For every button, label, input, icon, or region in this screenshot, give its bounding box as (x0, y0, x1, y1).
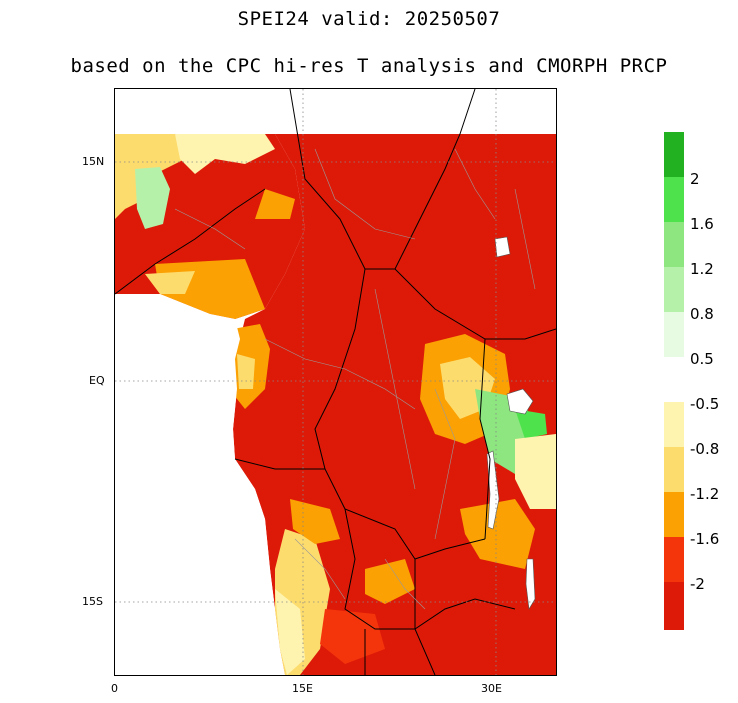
lat-label-15n: 15N (82, 155, 105, 168)
gulf-of-guinea (115, 294, 285, 675)
zambia-severe (365, 559, 415, 604)
legend-swatch (664, 582, 684, 630)
gulf-coast-moderate (145, 271, 195, 294)
legend-label: -1.2 (690, 485, 720, 503)
legend-swatch (664, 132, 684, 177)
uganda-wet (515, 409, 547, 439)
legend-label: 0.8 (690, 305, 714, 323)
legend-label: 1.6 (690, 215, 714, 233)
lat-label-15s: 15S (82, 595, 103, 608)
map-canvas (115, 89, 556, 675)
sahel-wet (135, 167, 170, 229)
spei-field (115, 134, 556, 675)
graticule (115, 89, 556, 675)
legend-label: 1.2 (690, 260, 714, 278)
lake-malawi (525, 558, 536, 610)
legend-label: -2 (690, 575, 705, 593)
lat-label-eq: EQ (89, 374, 105, 387)
legend-swatch (664, 402, 684, 447)
kenya-mild (515, 434, 556, 509)
map-subtitle: based on the CPC hi-res T analysis and C… (70, 55, 668, 77)
legend-swatch (664, 312, 684, 357)
legend-swatch (664, 267, 684, 312)
tanzania-severe (460, 499, 535, 569)
color-legend (664, 132, 684, 630)
sahel-dry-mild (175, 134, 275, 174)
legend-label: -0.8 (690, 440, 720, 458)
south-very-dry (320, 609, 385, 664)
legend-swatch (664, 492, 684, 537)
legend-swatch (664, 537, 684, 582)
lon-label-30e: 30E (481, 682, 502, 695)
angola-severe (290, 499, 340, 544)
legend-label: 0.5 (690, 350, 714, 368)
country-borders (115, 89, 556, 675)
legend-swatch (664, 447, 684, 492)
lake-tanganyika (486, 450, 500, 530)
lon-label-15e: 15E (292, 682, 313, 695)
lake-victoria (506, 388, 534, 415)
north-lake (494, 236, 511, 258)
legend-swatch (664, 222, 684, 267)
map-title: SPEI24 valid: 20250507 (237, 8, 501, 30)
legend-label: -1.6 (690, 530, 720, 548)
legend-swatch (664, 357, 684, 402)
lon-label-0: 0 (111, 682, 118, 695)
angola-coast-mild (275, 589, 305, 675)
north-severe-dry (255, 189, 295, 219)
spei-map (114, 88, 557, 676)
legend-swatch (664, 177, 684, 222)
gabon-mild (237, 354, 255, 389)
legend-label: 2 (690, 170, 700, 188)
legend-label: -0.5 (690, 395, 720, 413)
